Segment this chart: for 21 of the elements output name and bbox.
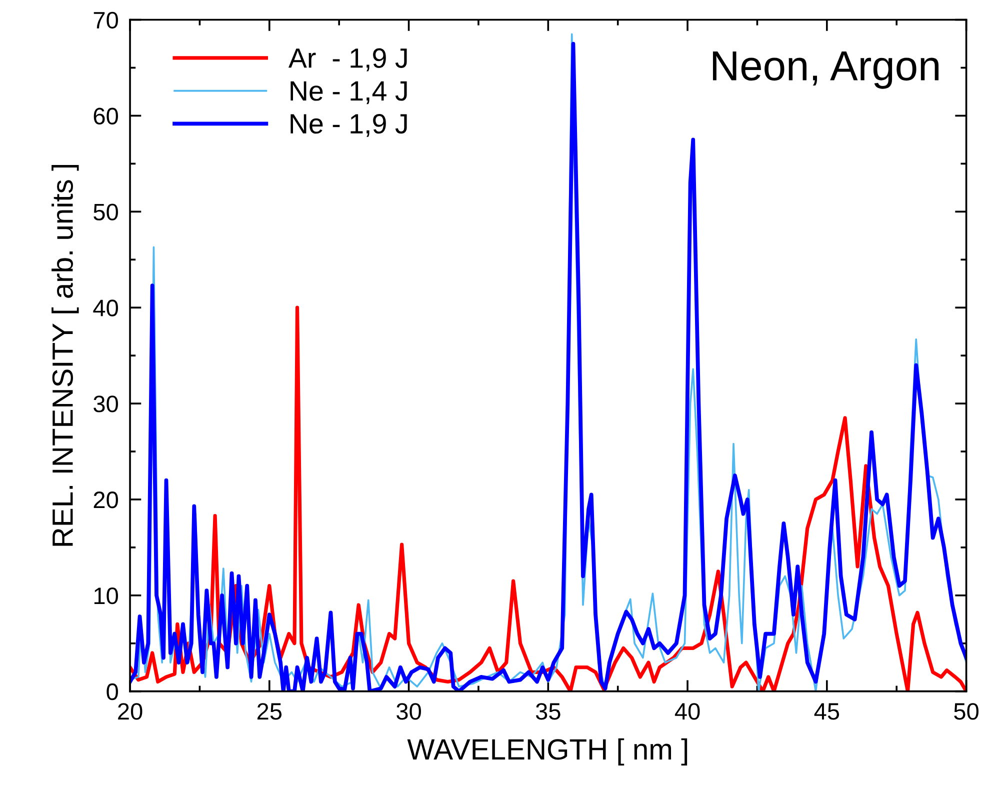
x-tick-label: 25	[257, 703, 282, 720]
y-tick-label: 30	[94, 396, 118, 412]
y-tick-label: 10	[94, 587, 118, 604]
x-axis-title: WAVELENGTH [ nm ]	[407, 738, 688, 766]
x-tick-label: 45	[814, 703, 840, 720]
legend-label: Ne - 1,4 J	[290, 81, 407, 104]
y-tick-label: 20	[94, 492, 118, 508]
x-tick-label: 20	[118, 703, 142, 720]
x-tick-label: 30	[396, 703, 421, 720]
y-tick-label: 60	[94, 108, 118, 124]
y-tick-label: 70	[94, 12, 118, 29]
x-tick-label: 35	[536, 703, 560, 720]
x-tick-label: 40	[674, 703, 700, 720]
y-tick-label: 50	[94, 204, 118, 220]
y-axis-title: REL. INTENSITY [ arb. units ]	[52, 165, 79, 546]
legend-label: Ar - 1,9 J	[288, 48, 407, 72]
legend-label: Ne - 1,9 J	[290, 114, 407, 137]
y-tick-label: 40	[93, 300, 118, 316]
y-tick-label: 0	[106, 683, 118, 700]
x-tick-label: 50	[954, 703, 978, 720]
text: Neon, Argon	[712, 52, 939, 89]
